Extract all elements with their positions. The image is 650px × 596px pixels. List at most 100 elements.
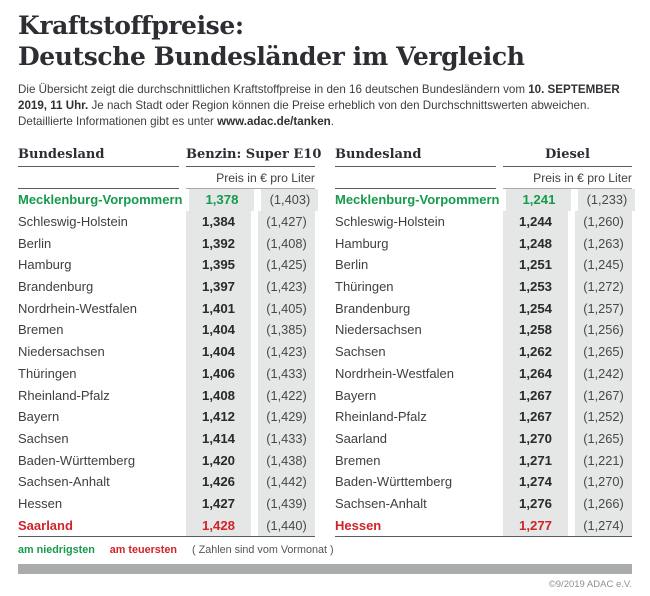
bundesland-label: Bremen (335, 452, 381, 468)
legend-lowest-label: am niedrigsten (18, 544, 95, 556)
price-value: 1,395 (186, 254, 251, 276)
table-row: Berlin 1,251 (1,245) (335, 254, 632, 276)
table-row: Rheinland-Pfalz 1,267 (1,252) (335, 405, 632, 428)
bundesland-label: Baden-Württemberg (18, 452, 136, 468)
price-value: 1,428 (186, 514, 251, 536)
previous-month-value: (1,274) (575, 514, 632, 536)
bundesland-label: Mecklenburg-Vorpommern (18, 192, 183, 208)
previous-month-value: (1,266) (575, 492, 632, 515)
page-title-line2: Deutsche Bundesländer im Vergleich (18, 42, 525, 71)
intro-segment: Die Übersicht zeigt die durchschnittlich… (18, 83, 529, 96)
bundesland-label: Brandenburg (18, 279, 94, 295)
table-row: Hamburg 1,248 (1,263) (335, 232, 632, 255)
page-title: Kraftstoffpreise: Deutsche Bundesländer … (18, 10, 632, 72)
previous-month-value: (1,439) (258, 492, 315, 515)
price-value: 1,406 (186, 362, 251, 385)
price-value: 1,384 (186, 210, 251, 233)
previous-month-value: (1,257) (575, 297, 632, 320)
previous-month-value: (1,403) (261, 189, 319, 211)
bundesland-label: Bremen (18, 322, 64, 338)
table-row: Bayern 1,267 (1,267) (335, 384, 632, 406)
bundesland-label: Hamburg (18, 257, 72, 273)
price-value: 1,241 (506, 189, 572, 211)
bundesland-label: Niedersachsen (18, 344, 105, 360)
bundesland-label: Rheinland-Pfalz (18, 387, 110, 403)
bundesland-label: Sachsen (18, 430, 69, 446)
price-value: 1,277 (503, 514, 568, 536)
price-value: 1,264 (503, 362, 568, 385)
table-row: Baden-Württemberg 1,274 (1,270) (335, 470, 632, 493)
previous-month-value: (1,423) (258, 340, 315, 363)
table-row: Niedersachsen 1,258 (1,256) (335, 319, 632, 341)
column-header-fuel-diesel: Diesel (503, 147, 632, 167)
price-value: 1,427 (186, 492, 251, 515)
table-row: Hessen 1,277 (1,274) (335, 514, 632, 536)
price-value: 1,244 (503, 210, 568, 233)
bundesland-label: Sachsen (335, 344, 386, 360)
previous-month-value: (1,433) (258, 427, 315, 450)
bundesland-label: Schleswig-Holstein (335, 214, 445, 230)
table-row: Niedersachsen 1,404 (1,423) (18, 340, 315, 363)
bundesland-label: Rheinland-Pfalz (335, 409, 427, 425)
table-row: Brandenburg 1,254 (1,257) (335, 297, 632, 320)
previous-month-value: (1,256) (575, 319, 632, 341)
price-value: 1,414 (186, 427, 251, 450)
table-row: Sachsen 1,414 (1,433) (18, 427, 315, 450)
price-value: 1,267 (503, 384, 568, 406)
price-value: 1,404 (186, 319, 251, 341)
price-tables: Bundesland Benzin: Super E10 Preis in € … (18, 147, 636, 537)
table-row: Hamburg 1,395 (1,425) (18, 254, 315, 276)
bundesland-label: Bayern (18, 409, 60, 425)
price-value: 1,270 (503, 427, 568, 450)
intro-url: www.adac.de/tanken (217, 115, 331, 128)
price-value: 1,404 (186, 340, 251, 363)
diesel-table-subheader: Preis in € pro Liter (335, 167, 632, 189)
previous-month-value: (1,438) (258, 449, 315, 471)
table-row: Sachsen-Anhalt 1,276 (1,266) (335, 492, 632, 515)
table-row: Saarland 1,270 (1,265) (335, 427, 632, 450)
copyright-text: ©9/2019 ADAC e.V. (548, 579, 632, 590)
table-row: Sachsen-Anhalt 1,426 (1,442) (18, 470, 315, 493)
table-row: Schleswig-Holstein 1,384 (1,427) (18, 210, 315, 233)
price-value: 1,253 (503, 275, 568, 298)
previous-month-value: (1,272) (575, 275, 632, 298)
price-unit-label: Preis in € pro Liter (503, 167, 632, 189)
column-header-fuel-benzin: Benzin: Super E10 (186, 147, 321, 167)
bundesland-label: Sachsen-Anhalt (335, 495, 427, 511)
table-row: Mecklenburg-Vorpommern 1,241 (1,233) (335, 189, 636, 211)
benzin-table: Bundesland Benzin: Super E10 Preis in € … (18, 147, 321, 537)
bundesland-label: Mecklenburg-Vorpommern (335, 192, 500, 208)
table-row: Rheinland-Pfalz 1,408 (1,422) (18, 384, 315, 406)
bundesland-label: Saarland (335, 430, 388, 446)
column-header-bundesland: Bundesland (18, 147, 179, 167)
price-value: 1,392 (186, 232, 251, 255)
previous-month-value: (1,252) (575, 405, 632, 428)
table-row: Nordrhein-Westfalen 1,401 (1,405) (18, 297, 315, 320)
previous-month-value: (1,440) (258, 514, 315, 536)
bundesland-label: Nordrhein-Westfalen (335, 365, 454, 381)
table-row: Hessen 1,427 (1,439) (18, 492, 315, 515)
table-row: Thüringen 1,406 (1,433) (18, 362, 315, 385)
price-value: 1,420 (186, 449, 251, 471)
legend: am niedrigsten am teuersten ( Zahlen sin… (18, 544, 632, 556)
previous-month-value: (1,427) (258, 210, 315, 233)
bundesland-label: Thüringen (335, 279, 394, 295)
intro-segment: . (330, 115, 334, 128)
previous-month-value: (1,265) (575, 427, 632, 450)
price-value: 1,271 (503, 449, 568, 471)
previous-month-value: (1,270) (575, 470, 632, 493)
previous-month-value: (1,442) (258, 470, 315, 493)
table-row: Bremen 1,271 (1,221) (335, 449, 632, 471)
bundesland-label: Sachsen-Anhalt (18, 474, 110, 490)
bundesland-label: Thüringen (18, 365, 77, 381)
intro-text: Die Übersicht zeigt die durchschnittlich… (18, 82, 632, 130)
table-row: Saarland 1,428 (1,440) (18, 514, 315, 536)
price-value: 1,262 (503, 340, 568, 363)
previous-month-value: (1,425) (258, 254, 315, 276)
previous-month-value: (1,242) (575, 362, 632, 385)
price-unit-label: Preis in € pro Liter (186, 167, 315, 189)
bundesland-label: Berlin (335, 257, 369, 273)
previous-month-value: (1,405) (258, 297, 315, 320)
subheader-spacer (18, 167, 179, 189)
